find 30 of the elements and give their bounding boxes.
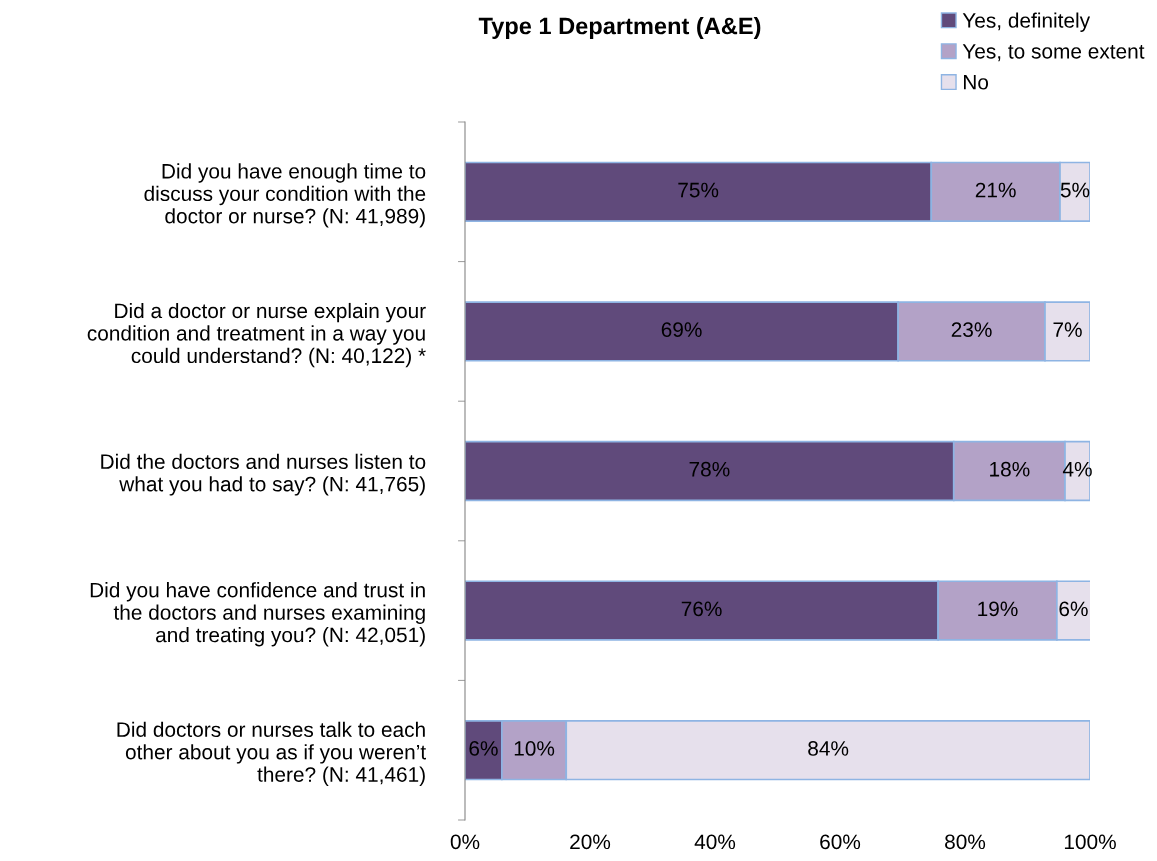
data-label: 6%	[1059, 601, 1088, 617]
legend-label: Yes, to some extent	[962, 44, 1145, 62]
legend-label: Yes, definitely	[962, 12, 1091, 32]
data-label: 75%	[678, 182, 719, 198]
data-label: 6%	[469, 741, 498, 756]
y-tick-label: Did the doctors and nurses listen to what you had to say? (N: 41,765)	[101, 453, 426, 496]
y-tick-label: Did you have confidence and trust in the doctors and nurses examining and treating you? (N: 42,051)	[90, 582, 425, 647]
data-label: 78%	[689, 461, 730, 477]
data-label: 84%	[808, 741, 849, 756]
chart-title: Type 1 Department (A&E)	[478, 17, 761, 39]
data-label: 19%	[978, 601, 1018, 617]
x-tick-label: 40%	[694, 834, 736, 850]
x-tick-label: 60%	[820, 834, 861, 850]
data-label: 76%	[681, 601, 722, 617]
data-label: 5%	[1060, 182, 1090, 198]
data-label: 7%	[1053, 322, 1082, 337]
data-label: 69%	[661, 322, 702, 337]
y-tick-label: Did you have enough time to discuss your condition with the doctor or nurse? (N: 41,989)	[144, 163, 426, 228]
data-label: 21%	[975, 182, 1016, 198]
legend-label: No	[964, 75, 989, 90]
y-tick-label: Did doctors or nurses talk to each other about you as if you weren’t there? (N: 41,461)	[117, 721, 426, 787]
data-label: 23%	[951, 322, 992, 337]
x-tick-label: 80%	[945, 834, 986, 850]
data-label: 10%	[514, 741, 555, 756]
y-tick-label: Did a doctor or nurse explain your condition and treatment in a way you could understand? (N: 40,122) *	[87, 302, 426, 368]
data-label: 18%	[990, 461, 1030, 477]
data-label: 4%	[1062, 461, 1092, 477]
x-tick-label: 20%	[570, 834, 611, 850]
x-tick-label: 100%	[1064, 834, 1116, 850]
x-tick-label: 0%	[450, 834, 480, 850]
